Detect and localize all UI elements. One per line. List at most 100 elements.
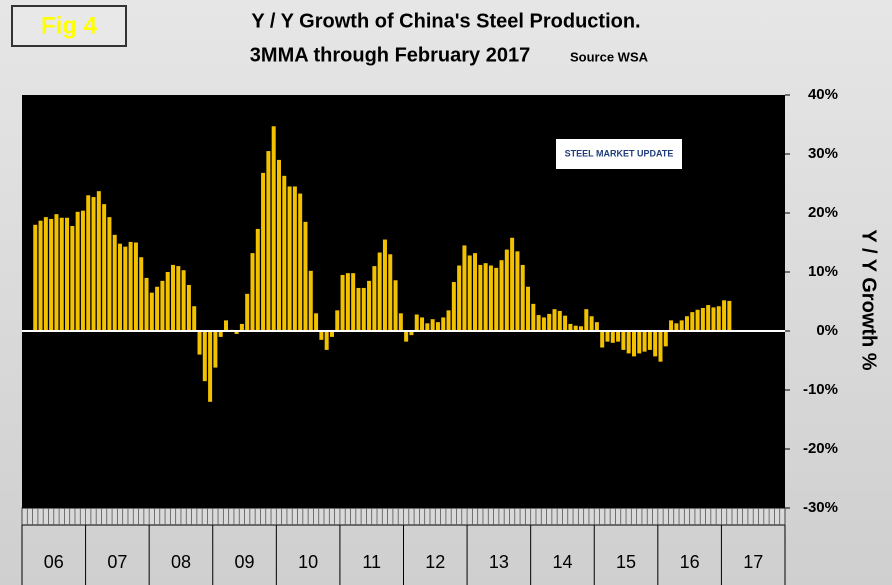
bar bbox=[409, 331, 414, 336]
bar bbox=[388, 254, 393, 331]
bar bbox=[446, 310, 451, 331]
bar bbox=[716, 306, 721, 331]
bar bbox=[208, 331, 213, 402]
bar bbox=[38, 220, 43, 331]
bar bbox=[494, 267, 499, 331]
bar bbox=[727, 300, 732, 331]
bar bbox=[102, 204, 107, 331]
bar bbox=[520, 264, 525, 331]
bar bbox=[414, 314, 419, 331]
x-group-label: 08 bbox=[171, 552, 191, 572]
y-axis-label: Y / Y Growth % bbox=[858, 229, 880, 370]
bar bbox=[171, 264, 176, 331]
bar bbox=[706, 305, 711, 331]
bar bbox=[144, 277, 149, 331]
y-tick-label: 20% bbox=[808, 204, 838, 221]
bar bbox=[722, 300, 727, 331]
x-group-label: 10 bbox=[298, 552, 318, 572]
bar bbox=[314, 313, 319, 331]
bar bbox=[557, 310, 562, 331]
bar bbox=[329, 331, 334, 337]
bar bbox=[356, 287, 361, 331]
y-tick-label: -30% bbox=[803, 499, 838, 516]
bar bbox=[478, 264, 483, 331]
bar bbox=[483, 263, 488, 331]
badge: Fig 4 bbox=[41, 12, 98, 39]
bar bbox=[75, 211, 80, 331]
bar bbox=[351, 273, 356, 331]
chart-title: Y / Y Growth of China's Steel Production… bbox=[251, 10, 640, 32]
bar bbox=[541, 317, 546, 331]
bar bbox=[91, 197, 96, 331]
bar bbox=[112, 234, 117, 331]
bar bbox=[642, 331, 647, 352]
bar bbox=[250, 253, 255, 331]
bar bbox=[128, 241, 133, 331]
bar bbox=[86, 195, 91, 331]
bar bbox=[451, 282, 456, 331]
x-group-label: 11 bbox=[362, 552, 381, 572]
bar bbox=[563, 315, 568, 331]
bar bbox=[462, 245, 467, 331]
source: Source WSA bbox=[570, 49, 649, 64]
bar bbox=[287, 186, 292, 331]
bar bbox=[223, 320, 228, 331]
bar bbox=[573, 325, 578, 331]
bar bbox=[197, 331, 202, 355]
bar bbox=[467, 255, 472, 331]
bar bbox=[631, 331, 636, 357]
y-tick-label: 10% bbox=[808, 263, 838, 280]
bar bbox=[345, 273, 350, 331]
bar bbox=[584, 309, 589, 331]
bar bbox=[139, 257, 144, 331]
x-group-label: 07 bbox=[107, 552, 127, 572]
bar bbox=[700, 307, 705, 331]
bar bbox=[155, 286, 160, 331]
bar bbox=[340, 274, 345, 331]
x-group-label: 15 bbox=[616, 552, 636, 572]
bar bbox=[59, 217, 64, 331]
y-tick-label: 30% bbox=[808, 145, 838, 162]
bar bbox=[181, 270, 186, 331]
bar bbox=[218, 331, 223, 337]
bar bbox=[292, 186, 297, 331]
bar bbox=[579, 326, 584, 331]
bar bbox=[118, 243, 123, 331]
bar bbox=[65, 217, 70, 331]
bar bbox=[123, 246, 128, 331]
x-group-label: 17 bbox=[743, 552, 763, 572]
bar bbox=[133, 242, 138, 331]
bar bbox=[526, 286, 531, 331]
bar bbox=[261, 172, 266, 331]
bar bbox=[473, 253, 478, 331]
bar bbox=[695, 309, 700, 331]
bar bbox=[647, 331, 652, 350]
bar bbox=[515, 251, 520, 331]
bar bbox=[684, 316, 689, 331]
bar bbox=[192, 306, 197, 331]
x-group-label: 06 bbox=[44, 552, 64, 572]
bar bbox=[610, 331, 615, 343]
bar bbox=[690, 312, 695, 331]
bar bbox=[245, 293, 250, 331]
bar bbox=[202, 331, 207, 382]
bar bbox=[266, 151, 271, 331]
bar bbox=[658, 331, 663, 362]
bar bbox=[488, 265, 493, 331]
bar bbox=[605, 331, 610, 342]
bar bbox=[96, 191, 101, 331]
bar bbox=[510, 237, 515, 331]
bar bbox=[531, 303, 536, 331]
bar bbox=[626, 331, 631, 354]
bar bbox=[43, 217, 48, 331]
bar bbox=[377, 252, 382, 331]
bar bbox=[504, 249, 509, 331]
bar bbox=[621, 331, 626, 350]
bar bbox=[435, 322, 440, 331]
bar bbox=[308, 270, 313, 331]
x-group-label: 09 bbox=[235, 552, 255, 572]
logo-box bbox=[556, 139, 682, 169]
bar bbox=[425, 323, 430, 331]
logo: STEEL MARKET UPDATE bbox=[565, 148, 674, 158]
